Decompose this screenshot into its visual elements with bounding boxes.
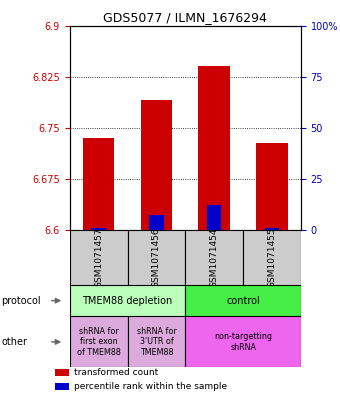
Bar	[140, 101, 172, 230]
Bar	[128, 230, 185, 285]
Title: GDS5077 / ILMN_1676294: GDS5077 / ILMN_1676294	[103, 11, 267, 24]
Bar	[207, 205, 221, 230]
Bar	[265, 228, 279, 230]
Bar	[185, 285, 301, 316]
Bar	[70, 316, 128, 367]
Bar	[55, 383, 69, 390]
Bar	[91, 228, 106, 230]
Bar	[198, 66, 230, 230]
Text: GSM1071456: GSM1071456	[152, 227, 161, 288]
Bar	[128, 316, 185, 367]
Text: percentile rank within the sample: percentile rank within the sample	[74, 382, 227, 391]
Text: control: control	[226, 296, 260, 306]
Bar	[185, 316, 301, 367]
Text: GSM1071454: GSM1071454	[210, 227, 219, 288]
Text: transformed count: transformed count	[74, 368, 158, 377]
Text: protocol: protocol	[1, 296, 41, 306]
Text: TMEM88 depletion: TMEM88 depletion	[82, 296, 173, 306]
Bar	[149, 215, 164, 230]
Bar	[70, 230, 128, 285]
Bar	[243, 230, 301, 285]
Bar	[55, 369, 69, 376]
Text: shRNA for
first exon
of TMEM88: shRNA for first exon of TMEM88	[76, 327, 121, 357]
Bar	[70, 285, 185, 316]
Bar	[83, 138, 115, 230]
Text: other: other	[1, 337, 28, 347]
Text: GSM1071455: GSM1071455	[268, 227, 276, 288]
Text: shRNA for
3'UTR of
TMEM88: shRNA for 3'UTR of TMEM88	[137, 327, 176, 357]
Text: non-targetting
shRNA: non-targetting shRNA	[214, 332, 272, 352]
Text: GSM1071457: GSM1071457	[94, 227, 103, 288]
Bar	[256, 143, 288, 230]
Bar	[185, 230, 243, 285]
